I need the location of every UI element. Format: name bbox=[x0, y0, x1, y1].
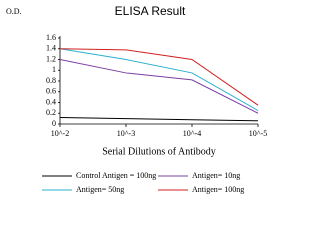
y-tick-label: 1 bbox=[52, 65, 56, 74]
y-tick-label: 0.6 bbox=[46, 87, 56, 96]
y-tick-label: 1.6 bbox=[46, 33, 56, 42]
chart: ELISA Result O.D. Serial Dilutions of An… bbox=[6, 4, 267, 194]
y-tick-label: 0 bbox=[52, 119, 56, 128]
y-tick-label: 1.4 bbox=[46, 44, 56, 53]
x-tick-label: 10^-4 bbox=[183, 129, 201, 138]
series-line bbox=[59, 117, 259, 122]
y-tick-label: 1.2 bbox=[46, 54, 56, 63]
y-tick-label: 0.2 bbox=[46, 108, 56, 117]
legend-label: Control Antigen = 100ng bbox=[76, 171, 156, 180]
x-tick-label: 10^-2 bbox=[51, 129, 69, 138]
legend-label: Antigen= 10ng bbox=[192, 171, 240, 180]
series-line bbox=[59, 48, 259, 111]
legend-label: Antigen= 50ng bbox=[76, 185, 124, 194]
series-line bbox=[59, 48, 259, 106]
y-axis-label: O.D. bbox=[6, 7, 22, 16]
x-axis-label: Serial Dilutions of Antibody bbox=[102, 146, 216, 157]
x-tick-label: 10^-3 bbox=[117, 129, 135, 138]
x-tick-label: 10^-5 bbox=[249, 129, 267, 138]
legend-label: Antigen= 100ng bbox=[192, 185, 244, 194]
y-tick-label: 0.8 bbox=[46, 76, 56, 85]
chart-title: ELISA Result bbox=[115, 4, 186, 18]
series-line bbox=[59, 59, 259, 114]
y-tick-label: 0.4 bbox=[46, 97, 56, 106]
page: ELISA Result O.D. Serial Dilutions of An… bbox=[6, 4, 268, 194]
